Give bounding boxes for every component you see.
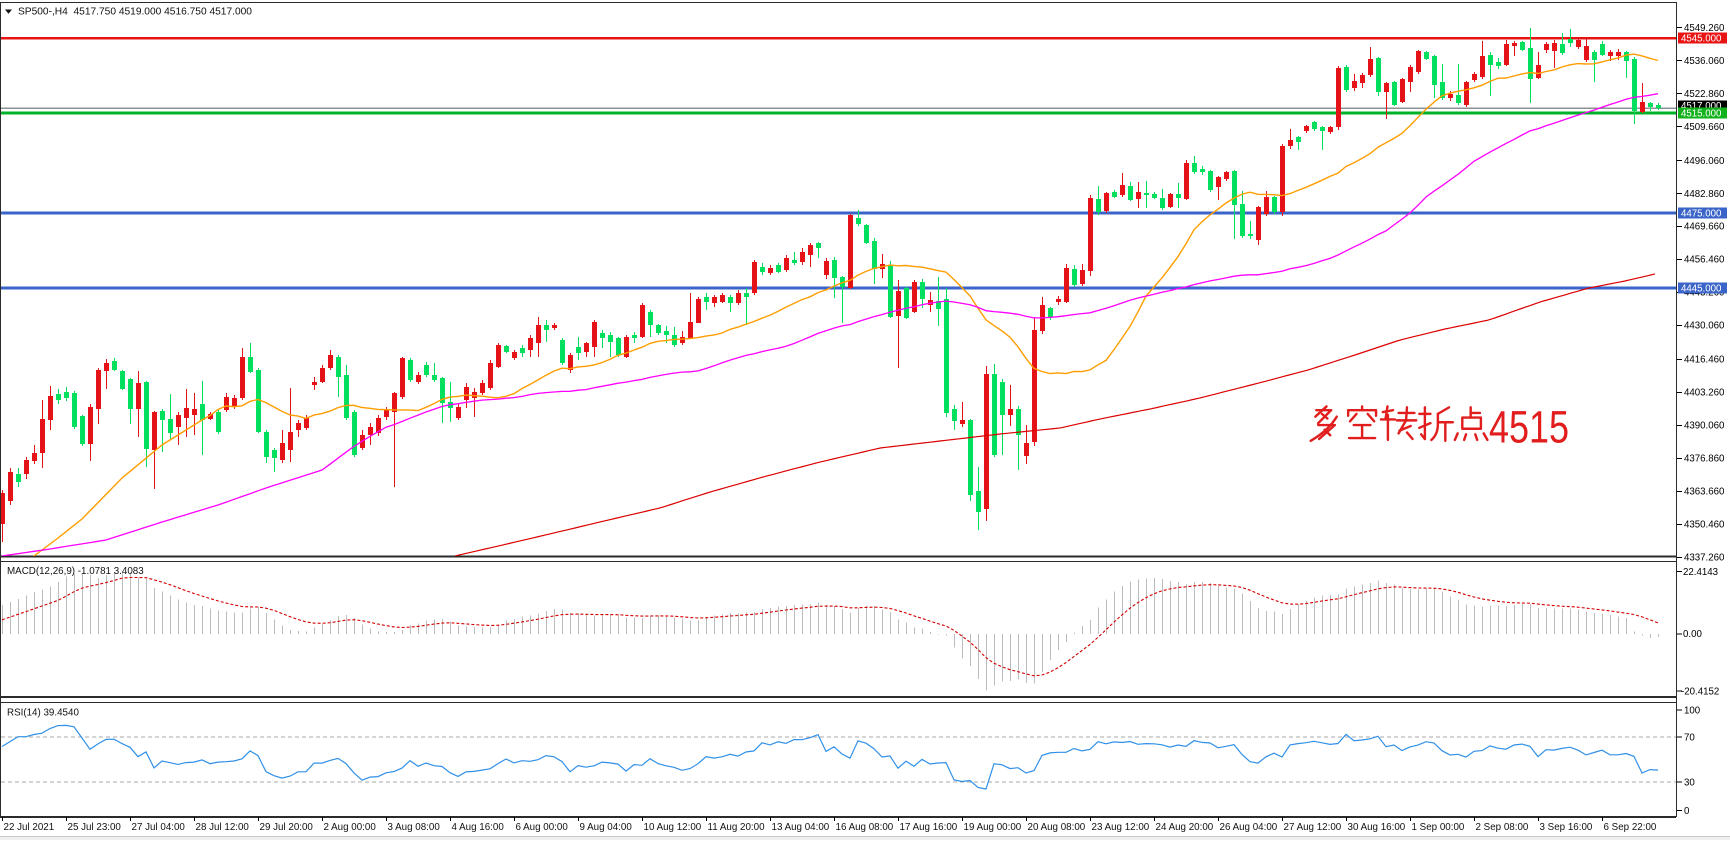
svg-text:10 Aug 12:00: 10 Aug 12:00 [644, 822, 702, 833]
svg-text:4469.660: 4469.660 [1684, 222, 1725, 233]
svg-text:4363.660: 4363.660 [1684, 487, 1725, 498]
svg-text:4482.860: 4482.860 [1684, 189, 1725, 200]
svg-text:MACD(12,26,9) -1.0781 3.4083: MACD(12,26,9) -1.0781 3.4083 [7, 566, 144, 577]
svg-text:4536.060: 4536.060 [1684, 56, 1725, 67]
svg-text:0: 0 [1684, 806, 1690, 817]
svg-text:27 Jul 04:00: 27 Jul 04:00 [132, 822, 186, 833]
svg-text:19 Aug 00:00: 19 Aug 00:00 [964, 822, 1022, 833]
svg-text:2 Aug 00:00: 2 Aug 00:00 [324, 822, 377, 833]
svg-text:4350.460: 4350.460 [1684, 520, 1725, 531]
svg-text:4515: 4515 [1489, 402, 1569, 453]
svg-text:4549.260: 4549.260 [1684, 23, 1725, 34]
svg-text:1 Sep 00:00: 1 Sep 00:00 [1412, 822, 1465, 833]
svg-text:4430.060: 4430.060 [1684, 321, 1725, 332]
svg-text:29 Jul 20:00: 29 Jul 20:00 [260, 822, 314, 833]
svg-text:28 Jul 12:00: 28 Jul 12:00 [196, 822, 250, 833]
svg-text:17 Aug 16:00: 17 Aug 16:00 [900, 822, 958, 833]
svg-text:4 Aug 16:00: 4 Aug 16:00 [452, 822, 505, 833]
svg-text:4515.000: 4515.000 [1681, 109, 1722, 120]
svg-text:4403.260: 4403.260 [1684, 388, 1725, 399]
svg-text:4390.060: 4390.060 [1684, 421, 1725, 432]
svg-text:4509.660: 4509.660 [1684, 122, 1725, 133]
svg-text:16 Aug 08:00: 16 Aug 08:00 [836, 822, 894, 833]
svg-text:22.4143: 22.4143 [1683, 567, 1718, 578]
svg-text:4416.460: 4416.460 [1684, 355, 1725, 366]
svg-text:4475.000: 4475.000 [1681, 209, 1722, 220]
svg-text:6 Sep 22:00: 6 Sep 22:00 [1604, 822, 1657, 833]
svg-text:9 Aug 04:00: 9 Aug 04:00 [580, 822, 633, 833]
svg-text:30: 30 [1684, 778, 1695, 789]
svg-text:4545.000: 4545.000 [1681, 34, 1722, 45]
svg-text:2 Sep 08:00: 2 Sep 08:00 [1476, 822, 1529, 833]
svg-text:6 Aug 00:00: 6 Aug 00:00 [516, 822, 569, 833]
svg-text:RSI(14) 39.4540: RSI(14) 39.4540 [7, 708, 79, 719]
svg-text:70: 70 [1684, 732, 1695, 743]
svg-text:27 Aug 12:00: 27 Aug 12:00 [1284, 822, 1342, 833]
svg-text:22 Jul 2021: 22 Jul 2021 [4, 822, 55, 833]
svg-text:20 Aug 08:00: 20 Aug 08:00 [1028, 822, 1086, 833]
svg-text:24 Aug 20:00: 24 Aug 20:00 [1156, 822, 1214, 833]
svg-text:0.00: 0.00 [1683, 629, 1702, 640]
svg-text:-20.4152: -20.4152 [1681, 686, 1719, 697]
svg-text:11 Aug 20:00: 11 Aug 20:00 [708, 822, 766, 833]
svg-text:4456.460: 4456.460 [1684, 255, 1725, 266]
svg-text:4522.860: 4522.860 [1684, 89, 1725, 100]
svg-text:25 Jul 23:00: 25 Jul 23:00 [68, 822, 122, 833]
svg-text:4376.860: 4376.860 [1684, 454, 1725, 465]
svg-text:23 Aug 12:00: 23 Aug 12:00 [1092, 822, 1150, 833]
svg-text:4496.060: 4496.060 [1684, 156, 1725, 167]
svg-text:30 Aug 16:00: 30 Aug 16:00 [1348, 822, 1406, 833]
svg-text:4517.000: 4517.000 [1681, 101, 1722, 112]
svg-text:4445.000: 4445.000 [1681, 284, 1722, 295]
svg-text:4337.260: 4337.260 [1684, 553, 1725, 564]
svg-text:26 Aug 04:00: 26 Aug 04:00 [1220, 822, 1278, 833]
svg-text:SP500-,H4 4517.750 4519.000 4: SP500-,H4 4517.750 4519.000 4516.750 451… [18, 7, 252, 18]
svg-text:3 Sep 16:00: 3 Sep 16:00 [1540, 822, 1593, 833]
svg-text:13 Aug 04:00: 13 Aug 04:00 [772, 822, 830, 833]
svg-text:3 Aug 08:00: 3 Aug 08:00 [388, 822, 441, 833]
svg-text:100: 100 [1684, 705, 1701, 716]
